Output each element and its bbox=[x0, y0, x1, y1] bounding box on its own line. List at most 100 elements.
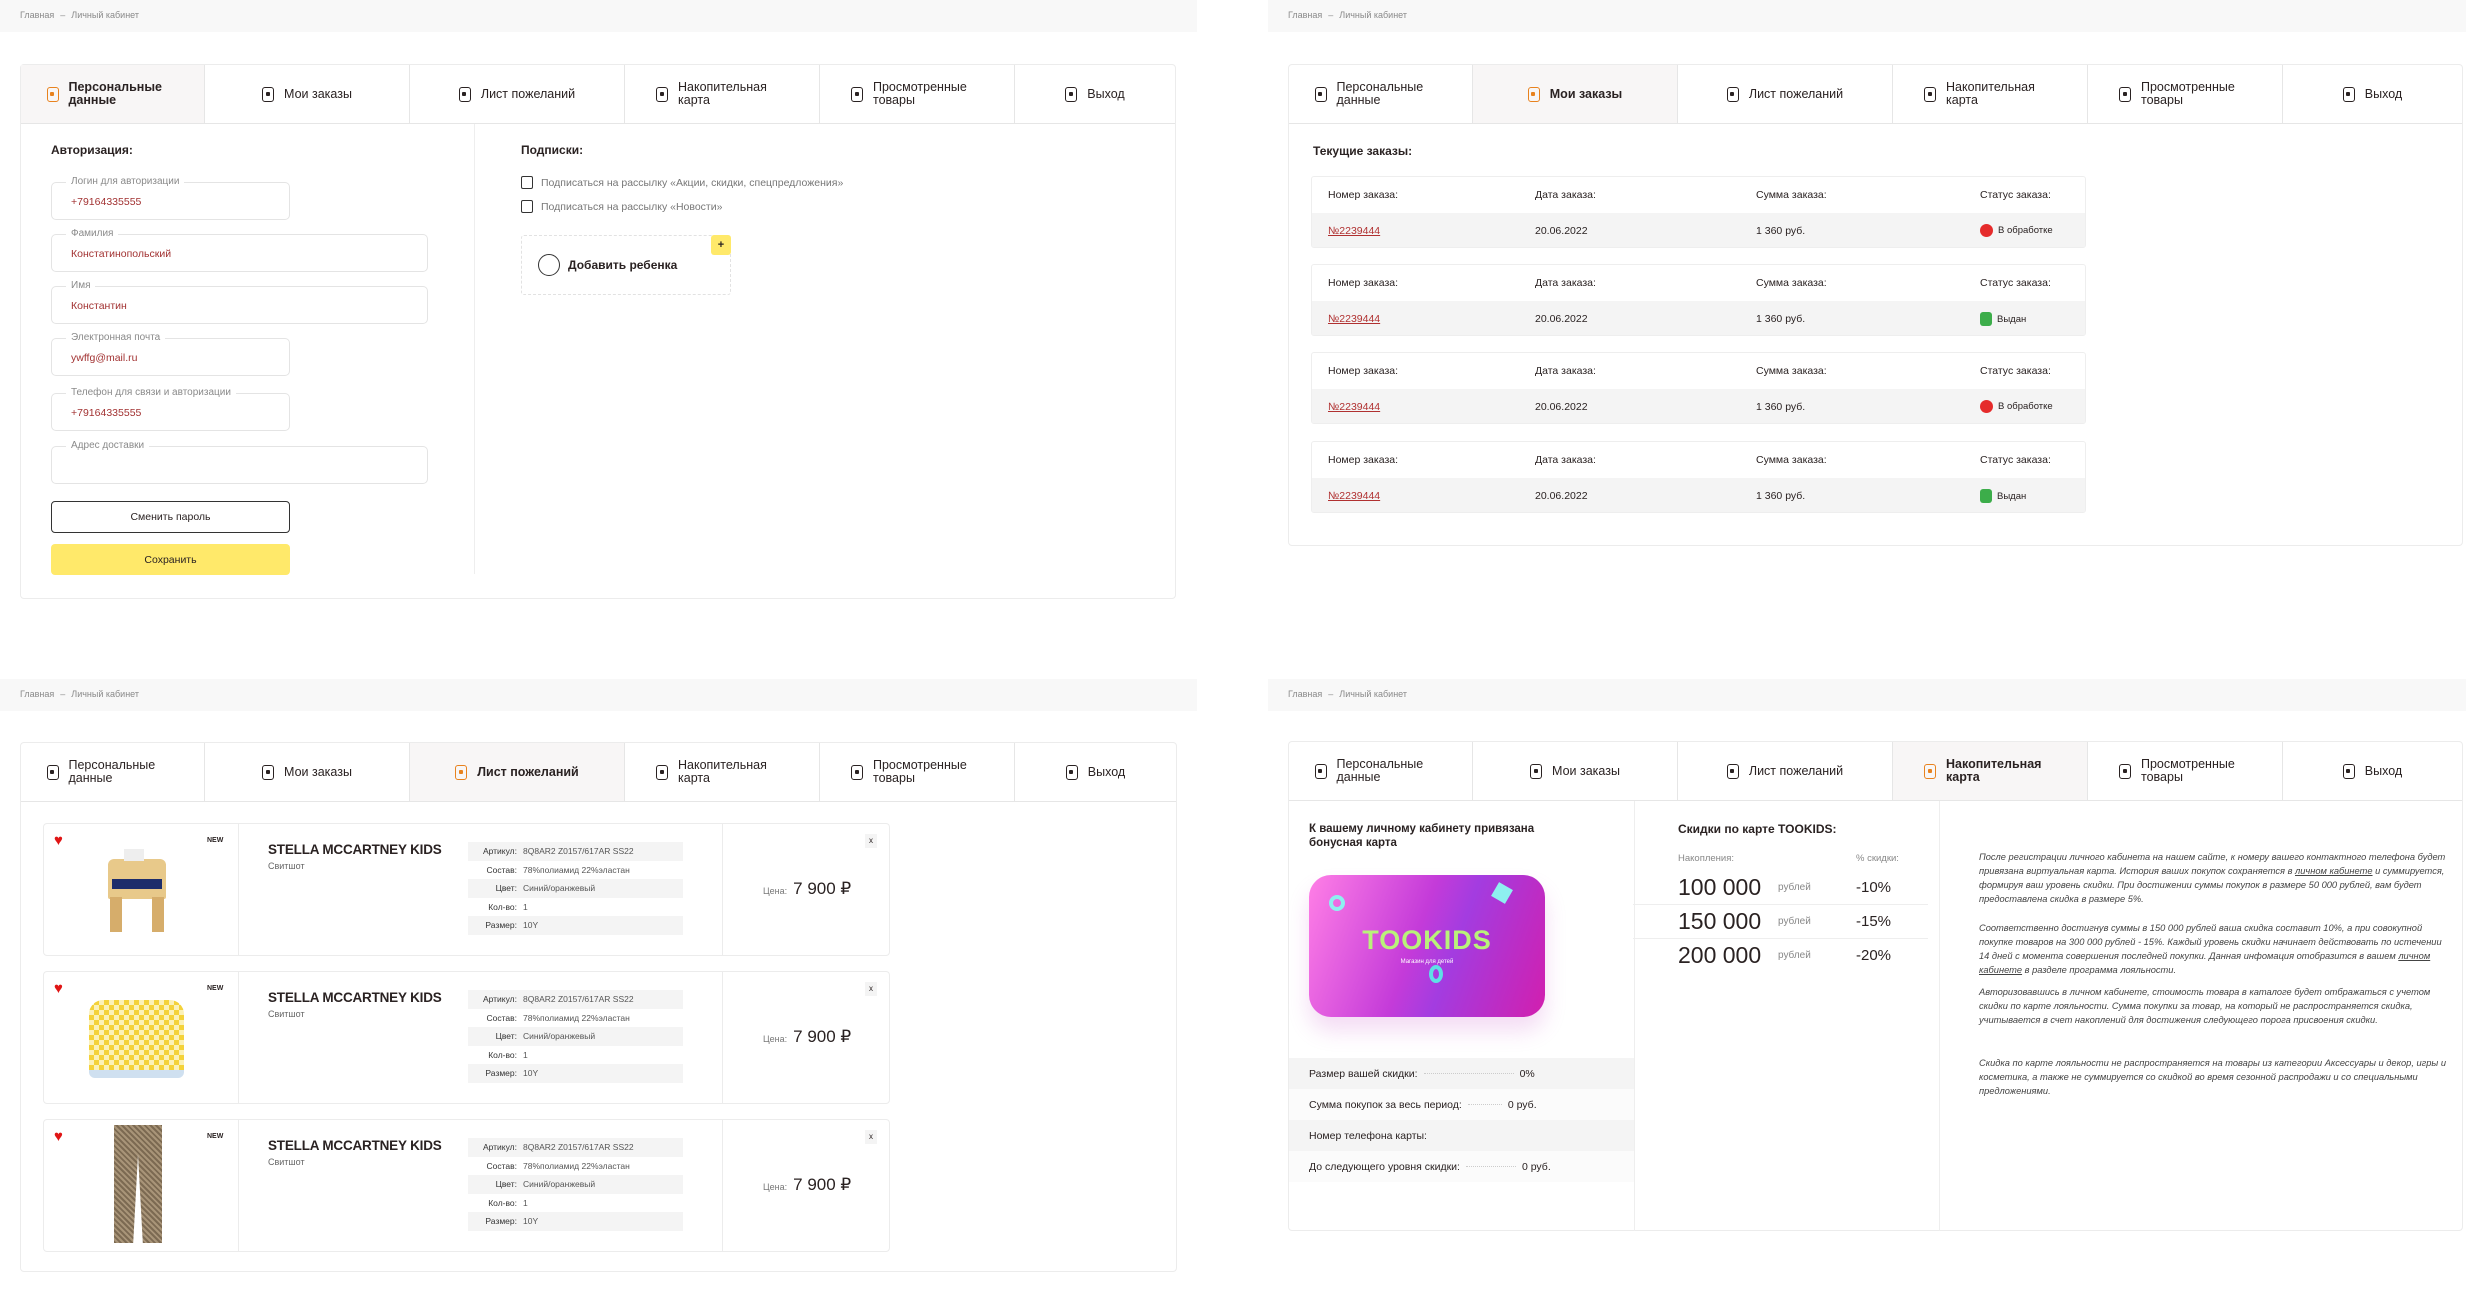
level-unit: рублей bbox=[1778, 915, 1811, 927]
product-image-cell[interactable]: ♥ NEW bbox=[44, 824, 239, 955]
spec-label: Размер: bbox=[485, 920, 517, 931]
tab-logout[interactable]: Выход bbox=[1015, 65, 1175, 123]
user-icon bbox=[1314, 763, 1327, 779]
heart-icon[interactable]: ♥ bbox=[54, 980, 63, 997]
spec-value: 78%полиамид 22%эластан bbox=[523, 864, 630, 875]
tab-heart[interactable]: Лист пожеланий bbox=[1678, 742, 1893, 800]
order-number-link[interactable]: №2239444 bbox=[1328, 225, 1381, 237]
account-link[interactable]: личном кабинете bbox=[2295, 866, 2373, 876]
remove-button[interactable]: x bbox=[865, 982, 877, 996]
field-5[interactable]: Адрес доставки bbox=[51, 440, 428, 484]
spec-label: Цвет: bbox=[495, 1179, 517, 1190]
product-image-cell[interactable]: ♥ NEW bbox=[44, 972, 239, 1103]
spec-value: 1 bbox=[523, 901, 528, 912]
subscription-checkbox[interactable]: Подписаться на рассылку «Новости» bbox=[521, 200, 722, 213]
add-child-button[interactable]: Добавить ребенка + bbox=[521, 235, 731, 295]
heart-icon[interactable]: ♥ bbox=[54, 1128, 63, 1145]
heart-icon[interactable]: ♥ bbox=[54, 832, 63, 849]
price-value: 7 900 ₽ bbox=[793, 1175, 852, 1194]
tab-label: Лист пожеланий bbox=[1748, 86, 1844, 101]
user-icon bbox=[1314, 86, 1327, 102]
tab-label: Мои заказы bbox=[1552, 763, 1620, 778]
order-header-label: Статус заказа: bbox=[1980, 277, 2051, 289]
tab-logout[interactable]: Выход bbox=[1015, 743, 1176, 801]
tab-card[interactable]: Накопительная карта bbox=[1893, 742, 2088, 800]
tab-bag[interactable]: Мои заказы bbox=[1473, 65, 1678, 123]
tab-label: Персональные данные bbox=[1336, 80, 1424, 107]
field-2[interactable]: Имя Константин bbox=[51, 280, 428, 324]
product-brand[interactable]: STELLA MCCARTNEY KIDS bbox=[268, 1138, 442, 1153]
info-value: 0% bbox=[1519, 1067, 1535, 1080]
breadcrumb-home[interactable]: Главная bbox=[1288, 10, 1323, 20]
field-4[interactable]: Телефон для связи и авторизации +79164335… bbox=[51, 387, 290, 431]
breadcrumb-home[interactable]: Главная bbox=[20, 10, 55, 20]
tab-logout[interactable]: Выход bbox=[2283, 65, 2462, 123]
tab-label: Персональные данные bbox=[68, 80, 162, 107]
remove-button[interactable]: x bbox=[865, 834, 877, 848]
order-header-label: Сумма заказа: bbox=[1756, 365, 1827, 377]
tab-user[interactable]: Персональные данные bbox=[21, 65, 205, 123]
tab-user[interactable]: Персональные данные bbox=[1289, 65, 1473, 123]
tab-eye[interactable]: Просмотренные товары bbox=[2088, 742, 2283, 800]
spec-label: Кол-во: bbox=[488, 901, 517, 912]
tab-bag[interactable]: Мои заказы bbox=[1473, 742, 1678, 800]
account-link[interactable]: личном кабинете bbox=[1979, 951, 2431, 975]
orders-panel: Персональные данные Мои заказы Лист пожела… bbox=[1288, 64, 2463, 546]
checkbox-icon[interactable] bbox=[521, 200, 533, 213]
change-password-button[interactable]: Сменить пароль bbox=[51, 501, 290, 533]
tab-eye[interactable]: Просмотренные товары bbox=[820, 65, 1015, 123]
field-1[interactable]: Фамилия Констатинопольский bbox=[51, 228, 428, 272]
order-header: Номер заказа: Дата заказа: Сумма заказа: Ст… bbox=[1312, 265, 2085, 301]
tab-bag[interactable]: Мои заказы bbox=[205, 65, 410, 123]
row-divider bbox=[1633, 938, 1928, 939]
field-input[interactable]: ywffg@mail.ru bbox=[71, 352, 138, 364]
tab-heart[interactable]: Лист пожеланий bbox=[1678, 65, 1893, 123]
breadcrumb-home[interactable]: Главная bbox=[1288, 689, 1323, 699]
tab-user[interactable]: Персональные данные bbox=[1289, 742, 1473, 800]
spec-value: Синий/оранжевый bbox=[523, 1179, 596, 1190]
order-number-link[interactable]: №2239444 bbox=[1328, 313, 1381, 325]
loyalty-card-panel: Персональные данные Мои заказы Лист пожела… bbox=[1288, 741, 2463, 1231]
tab-eye[interactable]: Просмотренные товары bbox=[2088, 65, 2283, 123]
tab-bag[interactable]: Мои заказы bbox=[205, 743, 410, 801]
tab-logout[interactable]: Выход bbox=[2283, 742, 2462, 800]
order-number-link[interactable]: №2239444 bbox=[1328, 490, 1381, 502]
product-brand[interactable]: STELLA MCCARTNEY KIDS bbox=[268, 842, 442, 857]
field-input[interactable]: Константин bbox=[71, 300, 127, 312]
tab-label: Лист пожеланий bbox=[477, 764, 579, 779]
level-amount: 100 000 bbox=[1678, 873, 1762, 900]
order-date: 20.06.2022 bbox=[1535, 401, 1588, 413]
order-header-label: Сумма заказа: bbox=[1756, 454, 1827, 466]
tab-eye[interactable]: Просмотренные товары bbox=[820, 743, 1015, 801]
tab-card[interactable]: Накопительная карта bbox=[625, 65, 820, 123]
field-0[interactable]: Логин для авторизации +79164335555 bbox=[51, 176, 290, 220]
field-label: Электронная почта bbox=[66, 332, 166, 343]
order-sum: 1 360 руб. bbox=[1756, 313, 1806, 325]
subscription-checkbox[interactable]: Подписаться на рассылку «Акции, скидки, … bbox=[521, 176, 843, 189]
tab-user[interactable]: Персональные данные bbox=[21, 743, 205, 801]
breadcrumb-home[interactable]: Главная bbox=[20, 689, 55, 699]
level-percent: -15% bbox=[1856, 912, 1892, 930]
tab-heart[interactable]: Лист пожеланий bbox=[410, 65, 625, 123]
product-brand[interactable]: STELLA MCCARTNEY KIDS bbox=[268, 990, 442, 1005]
remove-button[interactable]: x bbox=[865, 1130, 877, 1144]
field-input[interactable]: Констатинопольский bbox=[71, 248, 172, 260]
info-label: Сумма покупок за весь период: bbox=[1309, 1098, 1462, 1111]
product-image-cell[interactable]: ♥ NEW bbox=[44, 1120, 239, 1251]
field-input[interactable]: +79164335555 bbox=[71, 407, 142, 419]
checkbox-icon[interactable] bbox=[521, 176, 533, 189]
loyalty-paragraph: Соответственно достигнув суммы в 150 000… bbox=[1979, 923, 2442, 975]
field-input[interactable]: +79164335555 bbox=[71, 196, 142, 208]
tab-card[interactable]: Накопительная карта bbox=[1893, 65, 2088, 123]
spec-value: 10Y bbox=[523, 1068, 539, 1079]
order-header: Номер заказа: Дата заказа: Сумма заказа: Ст… bbox=[1312, 353, 2085, 389]
order-number-link[interactable]: №2239444 bbox=[1328, 401, 1381, 413]
field-label: Логин для авторизации bbox=[66, 176, 185, 187]
tab-label: Персональные данные bbox=[1336, 757, 1424, 784]
tab-card[interactable]: Накопительная карта bbox=[625, 743, 820, 801]
add-child-label: Добавить ребенка bbox=[568, 258, 678, 272]
tab-heart[interactable]: Лист пожеланий bbox=[410, 743, 625, 801]
field-3[interactable]: Электронная почта ywffg@mail.ru bbox=[51, 332, 290, 376]
save-button[interactable]: Сохранить bbox=[51, 544, 290, 575]
spec-row: Артикул: 8Q8AR2 Z0157/617AR SS22 bbox=[468, 1138, 683, 1157]
